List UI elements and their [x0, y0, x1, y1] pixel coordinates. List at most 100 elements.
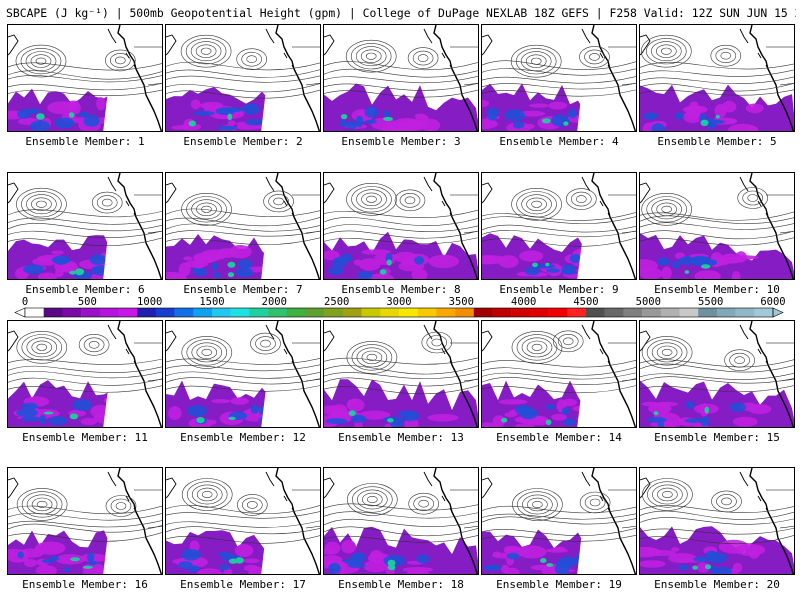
colorbar-swatch [436, 308, 456, 317]
ensemble-map-panel [323, 24, 479, 132]
colorbar-swatch [25, 308, 44, 317]
ensemble-map-panel [7, 320, 163, 428]
colorbar-swatch [679, 308, 699, 317]
colorbar-tick-label: 500 [78, 296, 97, 308]
ensemble-member-label: Ensemble Member: 3 [341, 135, 461, 148]
ensemble-map-graphic [324, 321, 478, 427]
colorbar-swatch [380, 308, 400, 317]
colorbar-swatch [43, 308, 63, 317]
colorbar-swatch [455, 308, 474, 317]
colorbar-swatch [660, 308, 680, 317]
colorbar-swatch [548, 308, 568, 317]
ensemble-map-panel [481, 467, 637, 575]
ensemble-map-panel [165, 24, 321, 132]
ensemble-map-graphic [324, 173, 478, 279]
ensemble-map-panel [481, 172, 637, 280]
ensemble-member-label: Ensemble Member: 15 [654, 431, 780, 444]
colorbar-swatch [492, 308, 512, 317]
colorbar-swatch [417, 308, 437, 317]
colorbar-swatch [62, 308, 82, 317]
colorbar-swatch [623, 308, 643, 317]
ensemble-member-label: Ensemble Member: 5 [657, 135, 777, 148]
ensemble-member-label: Ensemble Member: 13 [338, 431, 464, 444]
ensemble-map-graphic [324, 468, 478, 574]
colorbar-swatch [754, 308, 774, 317]
ensemble-map-panel [323, 172, 479, 280]
ensemble-member-label: Ensemble Member: 2 [183, 135, 303, 148]
ensemble-map-graphic [8, 321, 162, 427]
ensemble-map-graphic [640, 25, 794, 131]
ensemble-member-label: Ensemble Member: 6 [25, 283, 145, 296]
colorbar-swatch [698, 308, 718, 317]
colorbar-swatch [155, 308, 175, 317]
colorbar-swatch [735, 308, 755, 317]
ensemble-map-panel [481, 320, 637, 428]
colorbar-swatch [174, 308, 194, 317]
ensemble-map-panel [165, 172, 321, 280]
ensemble-member-label: Ensemble Member: 8 [341, 283, 461, 296]
colorbar-swatch [511, 308, 531, 317]
colorbar-swatch [99, 308, 119, 317]
colorbar-tick-label: 4500 [573, 296, 598, 308]
ensemble-map-graphic [8, 25, 162, 131]
ensemble-map-graphic [482, 173, 636, 279]
ensemble-member-label: Ensemble Member: 14 [496, 431, 622, 444]
colorbar-tick-label: 4000 [511, 296, 536, 308]
colorbar-swatch [567, 308, 587, 317]
colorbar-outline [24, 307, 774, 318]
ensemble-member-label: Ensemble Member: 1 [25, 135, 145, 148]
colorbar-swatch [286, 308, 306, 317]
ensemble-map-graphic [640, 468, 794, 574]
colorbar-tick-label: 1500 [199, 296, 224, 308]
colorbar-swatch [81, 308, 100, 317]
colorbar-tick-label: 2500 [324, 296, 349, 308]
ensemble-map-panel [7, 172, 163, 280]
ensemble-member-label: Ensemble Member: 19 [496, 578, 622, 591]
ensemble-map-panel [323, 467, 479, 575]
colorbar-swatch [473, 308, 493, 317]
ensemble-map-graphic [166, 25, 320, 131]
cape-colorbar: 0 500 1000 1500 2000 2500 3000 3500 4000 4500 5000… [0, 296, 800, 320]
colorbar-swatch [399, 308, 418, 317]
ensemble-map-graphic [166, 468, 320, 574]
colorbar-swatch [230, 308, 250, 317]
colorbar-tick-label: 1000 [137, 296, 162, 308]
ensemble-member-label: Ensemble Member: 18 [338, 578, 464, 591]
ensemble-map-graphic [8, 173, 162, 279]
ensemble-map-graphic [166, 173, 320, 279]
ensemble-map-graphic [8, 468, 162, 574]
ensemble-map-graphic [640, 173, 794, 279]
ensemble-member-label: Ensemble Member: 11 [22, 431, 148, 444]
ensemble-member-label: Ensemble Member: 16 [22, 578, 148, 591]
ensemble-map-graphic [324, 25, 478, 131]
colorbar-tick-label: 5500 [698, 296, 723, 308]
colorbar-swatch [324, 308, 344, 317]
ensemble-map-graphic [640, 321, 794, 427]
ensemble-member-label: Ensemble Member: 7 [183, 283, 303, 296]
ensemble-map-panel [639, 467, 795, 575]
ensemble-map-panel [165, 467, 321, 575]
colorbar-tick-label: 0 [22, 296, 28, 308]
colorbar-swatch [586, 308, 605, 317]
colorbar-tick-label: 6000 [760, 296, 785, 308]
ensemble-map-panel [639, 24, 795, 132]
ensemble-member-label: Ensemble Member: 20 [654, 578, 780, 591]
colorbar-swatch [342, 308, 362, 317]
ensemble-map-panel [639, 172, 795, 280]
colorbar-low-arrow [14, 307, 26, 318]
ensemble-map-graphic [482, 321, 636, 427]
ensemble-map-panel [639, 320, 795, 428]
ensemble-member-label: Ensemble Member: 4 [499, 135, 619, 148]
colorbar-swatch [716, 308, 736, 317]
map-title: SBCAPE (J kg⁻¹) | 500mb Geopotential Hei… [6, 6, 796, 20]
ensemble-map-panel [323, 320, 479, 428]
colorbar-swatch [529, 308, 549, 317]
ensemble-map-graphic [482, 25, 636, 131]
ensemble-member-label: Ensemble Member: 10 [654, 283, 780, 296]
colorbar-swatch [137, 308, 157, 317]
ensemble-member-label: Ensemble Member: 12 [180, 431, 306, 444]
colorbar-swatch [212, 308, 231, 317]
ensemble-map-panel [165, 320, 321, 428]
colorbar-graphic: 0 500 1000 1500 2000 2500 3000 3500 4000 4500 5000… [14, 296, 786, 318]
ensemble-map-graphic [482, 468, 636, 574]
